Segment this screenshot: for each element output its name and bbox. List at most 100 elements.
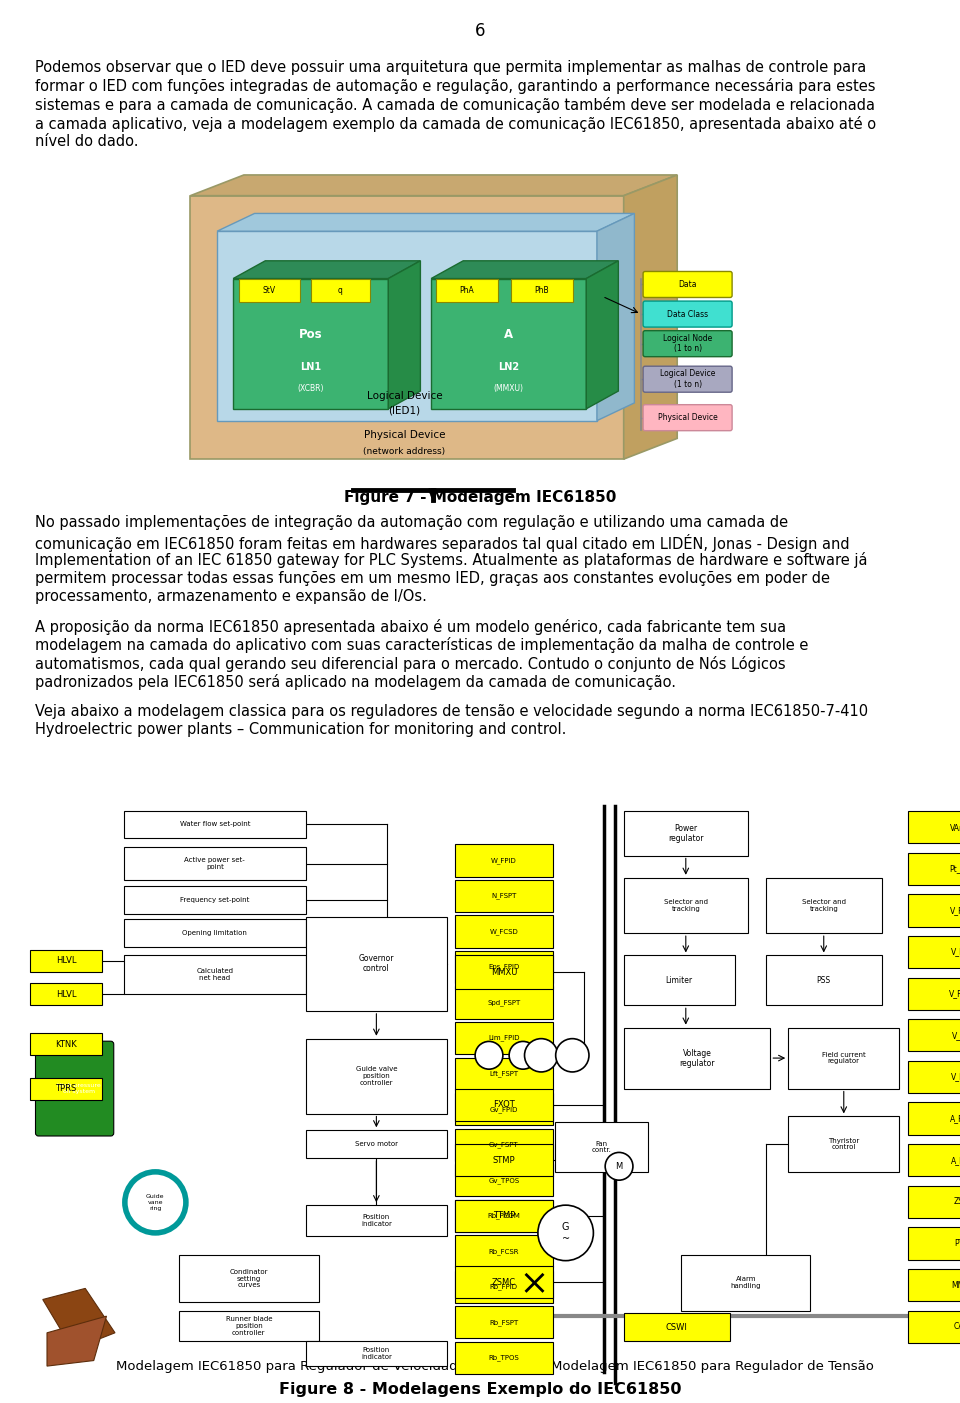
Polygon shape xyxy=(124,887,306,913)
Text: VAr_FPI: VAr_FPI xyxy=(949,822,960,832)
Text: padronizados pela IEC61850 será aplicado na modelagem da camada de comunicação.: padronizados pela IEC61850 será aplicado… xyxy=(35,673,676,690)
Text: PhB: PhB xyxy=(535,286,549,295)
Polygon shape xyxy=(908,978,960,1010)
Polygon shape xyxy=(908,853,960,885)
Text: Eps_FPID: Eps_FPID xyxy=(489,964,519,971)
Text: Opening limitation: Opening limitation xyxy=(182,930,248,936)
Text: No passado implementações de integração da automação com regulação e utilizando : No passado implementações de integração … xyxy=(35,515,788,530)
Polygon shape xyxy=(623,1313,731,1341)
Text: Pos: Pos xyxy=(299,328,323,341)
Text: MMXU: MMXU xyxy=(491,968,517,976)
Text: A proposição da norma IEC61850 apresentada abaixo é um modelo genérico, cada fab: A proposição da norma IEC61850 apresenta… xyxy=(35,619,786,634)
Text: processamento, armazenamento e expansão de I/Os.: processamento, armazenamento e expansão … xyxy=(35,589,427,605)
Polygon shape xyxy=(217,213,635,231)
Polygon shape xyxy=(455,845,553,877)
Polygon shape xyxy=(233,279,388,408)
Polygon shape xyxy=(179,1256,319,1302)
Polygon shape xyxy=(455,1271,553,1303)
Polygon shape xyxy=(179,1310,319,1341)
Text: FXOT: FXOT xyxy=(493,1100,515,1110)
Text: Rb_FCSR: Rb_FCSR xyxy=(489,1247,519,1254)
Text: LN2: LN2 xyxy=(498,362,519,372)
Text: Power
regulator: Power regulator xyxy=(668,824,704,843)
Polygon shape xyxy=(908,1019,960,1051)
Text: (IED1): (IED1) xyxy=(388,405,420,415)
Polygon shape xyxy=(455,951,553,984)
Polygon shape xyxy=(306,1131,446,1157)
Text: sistemas e para a camada de comunicação. A camada de comunicação também deve ser: sistemas e para a camada de comunicação.… xyxy=(35,97,875,114)
Polygon shape xyxy=(766,955,881,1006)
Polygon shape xyxy=(455,1143,553,1176)
Polygon shape xyxy=(30,950,103,972)
Text: Thyristor
control: Thyristor control xyxy=(828,1138,859,1150)
Polygon shape xyxy=(455,986,553,1019)
Text: (network address): (network address) xyxy=(363,448,445,456)
Text: Field current
regulator: Field current regulator xyxy=(822,1052,866,1065)
Polygon shape xyxy=(908,894,960,926)
Text: TTMP: TTMP xyxy=(492,1211,515,1221)
Polygon shape xyxy=(766,878,881,933)
Text: Gv_FPID: Gv_FPID xyxy=(490,1106,518,1113)
Text: W_FCSD: W_FCSD xyxy=(490,929,518,934)
Text: PTHC: PTHC xyxy=(954,1239,960,1247)
Polygon shape xyxy=(455,1341,553,1374)
Text: (XCBR): (XCBR) xyxy=(298,383,324,393)
Text: Logical Device
(1 to n): Logical Device (1 to n) xyxy=(660,369,715,389)
Polygon shape xyxy=(47,1316,107,1367)
Polygon shape xyxy=(43,1288,115,1350)
Text: High pressure
oil system: High pressure oil system xyxy=(57,1083,101,1094)
Text: V_FFIL: V_FFIL xyxy=(951,1031,960,1040)
Text: Position
indicator: Position indicator xyxy=(361,1214,392,1226)
Polygon shape xyxy=(623,955,734,1006)
Text: Rb_TPOS: Rb_TPOS xyxy=(489,1354,519,1361)
Polygon shape xyxy=(455,1306,553,1338)
Text: A_FPID: A_FPID xyxy=(950,1156,960,1164)
Text: Implementation of an IEC 61850 gateway for PLC Systems. Atualmente as plataforma: Implementation of an IEC 61850 gateway f… xyxy=(35,551,868,568)
Circle shape xyxy=(509,1041,537,1069)
Polygon shape xyxy=(623,878,748,933)
Polygon shape xyxy=(788,1027,900,1089)
Text: Rb_FPID: Rb_FPID xyxy=(490,1284,517,1291)
Polygon shape xyxy=(306,1205,446,1236)
Circle shape xyxy=(556,1038,589,1072)
Text: STMP: STMP xyxy=(492,1156,516,1164)
Polygon shape xyxy=(455,880,553,912)
Text: comunicação em IEC61850 foram feitas em hardwares separados tal qual citado em L: comunicação em IEC61850 foram feitas em … xyxy=(35,533,850,551)
Text: Data Class: Data Class xyxy=(667,310,708,318)
Circle shape xyxy=(475,1041,503,1069)
Polygon shape xyxy=(597,213,635,421)
Text: HLVL: HLVL xyxy=(56,957,77,965)
Text: Pt_FPID: Pt_FPID xyxy=(949,864,960,873)
Text: Modelagem IEC61850 para Regulador de Tensão: Modelagem IEC61850 para Regulador de Ten… xyxy=(551,1360,874,1374)
Polygon shape xyxy=(908,1228,960,1260)
Polygon shape xyxy=(587,261,618,408)
Text: MMDC: MMDC xyxy=(951,1281,960,1289)
Polygon shape xyxy=(124,847,306,881)
Text: Figure 7 - Modelagem IEC61850: Figure 7 - Modelagem IEC61850 xyxy=(344,490,616,505)
Text: Data: Data xyxy=(679,281,697,289)
Polygon shape xyxy=(908,1268,960,1301)
Polygon shape xyxy=(30,984,103,1006)
Text: Logical Device: Logical Device xyxy=(367,391,443,401)
Text: Figure 8 - Modelagens Exemplo do IEC61850: Figure 8 - Modelagens Exemplo do IEC6185… xyxy=(278,1382,682,1397)
Text: Condinator
setting
curves: Condinator setting curves xyxy=(229,1268,268,1288)
Polygon shape xyxy=(217,231,597,421)
Text: modelagem na camada do aplicativo com suas características de implementação da m: modelagem na camada do aplicativo com su… xyxy=(35,637,808,654)
Polygon shape xyxy=(908,1103,960,1135)
Text: V_FLIM: V_FLIM xyxy=(950,947,960,957)
Text: Modelagem IEC61850 para Regulador de Velocidade: Modelagem IEC61850 para Regulador de Vel… xyxy=(116,1360,467,1374)
FancyBboxPatch shape xyxy=(643,366,732,393)
Polygon shape xyxy=(623,811,748,856)
Polygon shape xyxy=(124,811,306,838)
Text: Frequency set-point: Frequency set-point xyxy=(180,897,250,904)
Text: Alarm
handling: Alarm handling xyxy=(731,1277,761,1289)
Text: HLVL: HLVL xyxy=(56,989,77,999)
Text: Selector and
tracking: Selector and tracking xyxy=(663,899,708,912)
FancyBboxPatch shape xyxy=(643,404,732,431)
Text: nível do dado.: nível do dado. xyxy=(35,135,138,149)
Text: Rb_PCOM: Rb_PCOM xyxy=(488,1212,520,1219)
Text: Guide valve
position
controller: Guide valve position controller xyxy=(355,1066,397,1086)
Polygon shape xyxy=(908,1143,960,1176)
Polygon shape xyxy=(190,195,624,459)
Text: Guide
vane
ring: Guide vane ring xyxy=(146,1194,164,1211)
